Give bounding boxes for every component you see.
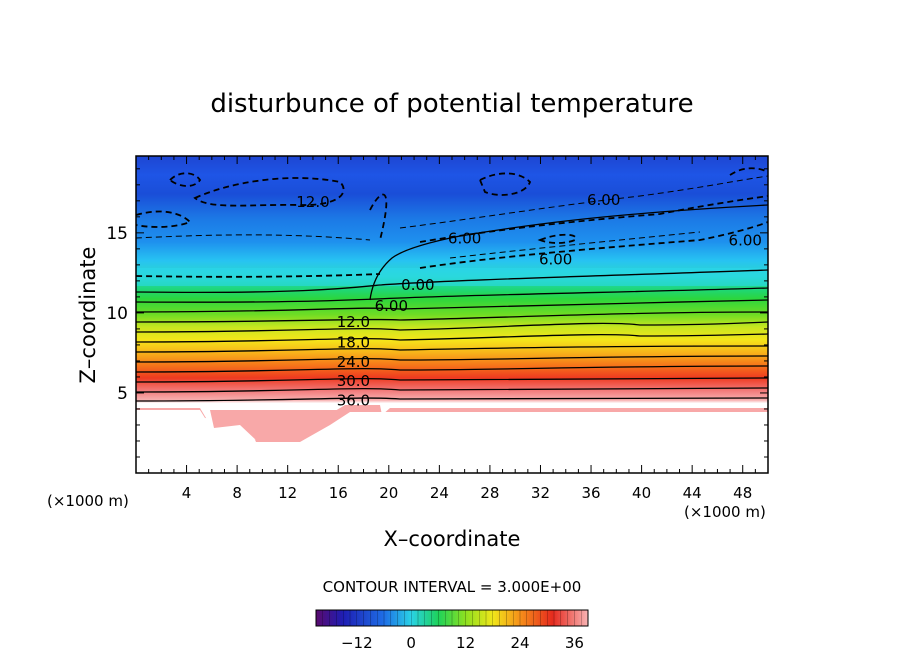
- ground-white: [136, 410, 768, 473]
- contour-label: 18.0: [337, 334, 370, 352]
- colorbar-tick-label: 0: [406, 634, 416, 652]
- contour-label: 36.0: [337, 391, 370, 409]
- contour-label: 30.0: [337, 372, 370, 390]
- contour-labels: 12.0 6.00 6.00 6.00 6.00 0.00 6.00 12.0 18.024.0…: [296, 191, 762, 409]
- x-tick-label: 28: [480, 484, 499, 502]
- x-tick-label: 4: [182, 484, 192, 502]
- x-tick-label: 16: [329, 484, 348, 502]
- x-axis-ticks: 4 8 12 16 20 24 28 32 36 40 44 48: [148, 156, 756, 502]
- x-unit-right: (×1000 m): [684, 503, 766, 521]
- contour-label: 12.0: [296, 193, 329, 211]
- x-tick-label: 40: [632, 484, 651, 502]
- contour-label: 24.0: [337, 353, 370, 371]
- x-tick-label: 44: [683, 484, 702, 502]
- contour-lines-dashed: [136, 167, 768, 278]
- y-tick-label: 15: [106, 224, 128, 244]
- contour-label: 6.00: [729, 231, 762, 249]
- x-unit-left: (×1000 m): [47, 492, 129, 510]
- x-tick-label: 36: [581, 484, 600, 502]
- y-axis-ticks: 5 10 15: [106, 168, 768, 458]
- colorbar-tick-label: 36: [565, 634, 584, 652]
- upper-light-band: [136, 268, 768, 286]
- y-tick-label: 10: [106, 304, 128, 324]
- x-tick-label: 12: [278, 484, 297, 502]
- contour-label: 12.0: [337, 313, 370, 331]
- terrain-pink: [210, 410, 346, 440]
- x-tick-label: 32: [531, 484, 550, 502]
- contour-label: 0.00: [401, 276, 434, 294]
- x-tick-label: 48: [733, 484, 752, 502]
- colorbar-tick-label: 24: [510, 634, 529, 652]
- plot-field: [136, 156, 768, 473]
- y-tick-label: 5: [117, 384, 128, 404]
- colorbar-tick-label: −12: [341, 634, 373, 652]
- contour-lines-solid: [136, 204, 768, 402]
- x-tick-label: 8: [232, 484, 242, 502]
- colorbar-tick-label: 12: [456, 634, 475, 652]
- y-axis-label: Z–coordinate: [76, 247, 100, 384]
- x-axis-label: X–coordinate: [384, 527, 521, 551]
- contour-label: 6.00: [587, 191, 620, 209]
- x-tick-label: 20: [379, 484, 398, 502]
- contour-label: 6.00: [375, 297, 408, 315]
- chart-title: disturbunce of potential temperature: [210, 89, 693, 119]
- x-tick-label: 24: [430, 484, 449, 502]
- contour-interval-label: CONTOUR INTERVAL = 3.000E+00: [323, 578, 582, 596]
- colorbar-ticks: −12 0 12 24 36: [315, 610, 589, 652]
- contour-label: 6.00: [448, 230, 481, 248]
- contour-label: 6.00: [539, 250, 572, 268]
